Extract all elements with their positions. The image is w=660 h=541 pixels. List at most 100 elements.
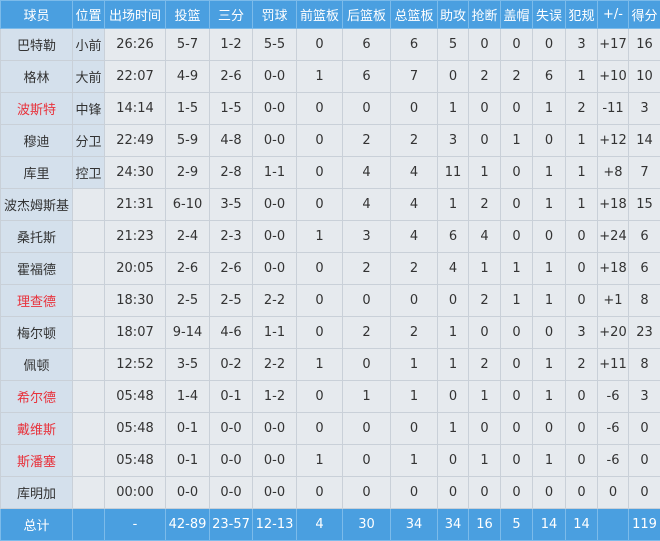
- cell-fg: 9-14: [166, 317, 210, 349]
- cell-tov: 6: [533, 61, 566, 93]
- cell-pts: 3: [629, 381, 660, 413]
- player-name[interactable]: 库明加: [1, 477, 73, 509]
- cell-pf: 3: [566, 29, 598, 61]
- cell-pos: [73, 445, 105, 477]
- cell-dreb: 3: [343, 221, 391, 253]
- cell-pos: [73, 317, 105, 349]
- cell-blk: 1: [501, 253, 533, 285]
- cell-dreb: 2: [343, 125, 391, 157]
- player-name[interactable]: 格林: [1, 61, 73, 93]
- cell-stl: 0: [469, 413, 501, 445]
- cell-pos: 控卫: [73, 157, 105, 189]
- cell-blk: 5: [501, 509, 533, 541]
- cell-pts: 10: [629, 61, 660, 93]
- column-header-tp[interactable]: 三分: [210, 1, 253, 29]
- cell-pf: 0: [566, 253, 598, 285]
- cell-oreb: 0: [297, 285, 343, 317]
- cell-pm: +24: [598, 221, 629, 253]
- player-name[interactable]: 希尔德: [1, 381, 73, 413]
- player-name[interactable]: 桑托斯: [1, 221, 73, 253]
- cell-min: 21:23: [105, 221, 166, 253]
- player-name[interactable]: 梅尔顿: [1, 317, 73, 349]
- column-header-name[interactable]: 球员: [1, 1, 73, 29]
- player-name[interactable]: 佩顿: [1, 349, 73, 381]
- column-header-pts[interactable]: 得分: [629, 1, 660, 29]
- column-header-blk[interactable]: 盖帽: [501, 1, 533, 29]
- column-header-min[interactable]: 出场时间: [105, 1, 166, 29]
- cell-tov: 0: [533, 317, 566, 349]
- player-name[interactable]: 库里: [1, 157, 73, 189]
- cell-ast: 0: [438, 381, 469, 413]
- cell-dreb: 0: [343, 285, 391, 317]
- cell-pf: 0: [566, 413, 598, 445]
- cell-min: 18:30: [105, 285, 166, 317]
- player-name[interactable]: 穆迪: [1, 125, 73, 157]
- player-name[interactable]: 戴维斯: [1, 413, 73, 445]
- column-header-stl[interactable]: 抢断: [469, 1, 501, 29]
- cell-reb: 1: [391, 349, 438, 381]
- cell-reb: 0: [391, 285, 438, 317]
- column-header-reb[interactable]: 总篮板: [391, 1, 438, 29]
- cell-pts: 23: [629, 317, 660, 349]
- cell-tov: 1: [533, 285, 566, 317]
- column-header-ast[interactable]: 助攻: [438, 1, 469, 29]
- column-header-ft[interactable]: 罚球: [253, 1, 297, 29]
- cell-dreb: 2: [343, 317, 391, 349]
- cell-ft: 12-13: [253, 509, 297, 541]
- cell-stl: 0: [469, 93, 501, 125]
- cell-pts: 3: [629, 93, 660, 125]
- player-name[interactable]: 巴特勒: [1, 29, 73, 61]
- player-name[interactable]: 理查德: [1, 285, 73, 317]
- header-row: 球员位置出场时间投篮三分罚球前篮板后篮板总篮板助攻抢断盖帽失误犯规+/-得分: [1, 1, 660, 29]
- cell-stl: 0: [469, 29, 501, 61]
- cell-ft: 0-0: [253, 189, 297, 221]
- column-header-oreb[interactable]: 前篮板: [297, 1, 343, 29]
- cell-reb: 4: [391, 157, 438, 189]
- cell-reb: 34: [391, 509, 438, 541]
- cell-tp: 4-6: [210, 317, 253, 349]
- player-name[interactable]: 斯潘塞: [1, 445, 73, 477]
- cell-stl: 2: [469, 61, 501, 93]
- player-name[interactable]: 霍福德: [1, 253, 73, 285]
- cell-stl: 1: [469, 157, 501, 189]
- cell-pos: [73, 349, 105, 381]
- cell-dreb: 0: [343, 349, 391, 381]
- cell-ft: 5-5: [253, 29, 297, 61]
- cell-pos: [73, 381, 105, 413]
- cell-min: 05:48: [105, 381, 166, 413]
- cell-pm: -11: [598, 93, 629, 125]
- cell-tov: 1: [533, 157, 566, 189]
- player-name[interactable]: 波斯特: [1, 93, 73, 125]
- column-header-dreb[interactable]: 后篮板: [343, 1, 391, 29]
- cell-pf: 2: [566, 349, 598, 381]
- cell-oreb: 1: [297, 221, 343, 253]
- column-header-tov[interactable]: 失误: [533, 1, 566, 29]
- cell-pm: 0: [598, 477, 629, 509]
- cell-pf: 1: [566, 157, 598, 189]
- cell-oreb: 0: [297, 93, 343, 125]
- cell-blk: 2: [501, 61, 533, 93]
- cell-tp: 2-8: [210, 157, 253, 189]
- cell-tp: 2-3: [210, 221, 253, 253]
- cell-oreb: 0: [297, 157, 343, 189]
- column-header-pm[interactable]: +/-: [598, 1, 629, 29]
- cell-pf: 0: [566, 285, 598, 317]
- cell-fg: 2-9: [166, 157, 210, 189]
- column-header-fg[interactable]: 投篮: [166, 1, 210, 29]
- cell-tp: 2-6: [210, 61, 253, 93]
- cell-tov: 1: [533, 93, 566, 125]
- cell-stl: 0: [469, 125, 501, 157]
- cell-blk: 0: [501, 317, 533, 349]
- cell-fg: 0-1: [166, 445, 210, 477]
- cell-tp: 4-8: [210, 125, 253, 157]
- column-header-pos[interactable]: 位置: [73, 1, 105, 29]
- column-header-pf[interactable]: 犯规: [566, 1, 598, 29]
- player-name[interactable]: 波杰姆斯基: [1, 189, 73, 221]
- cell-pts: 6: [629, 253, 660, 285]
- cell-tov: 0: [533, 29, 566, 61]
- cell-reb: 7: [391, 61, 438, 93]
- total-label: 总计: [1, 509, 73, 541]
